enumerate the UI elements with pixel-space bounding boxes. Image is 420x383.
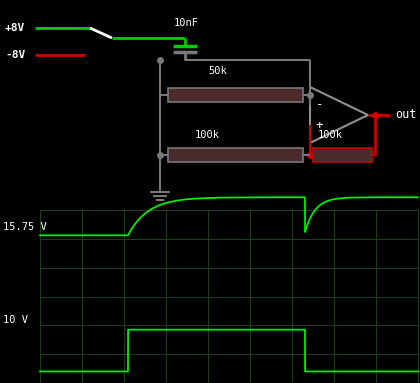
Text: 100k: 100k <box>318 130 343 140</box>
Text: 100k: 100k <box>195 130 220 140</box>
Text: +8V: +8V <box>5 23 25 33</box>
FancyBboxPatch shape <box>168 148 302 162</box>
Text: +: + <box>316 118 323 131</box>
Text: out: out <box>395 108 416 121</box>
Text: 15.75 V: 15.75 V <box>3 222 47 232</box>
Text: 10nF: 10nF <box>174 18 199 28</box>
FancyBboxPatch shape <box>168 88 302 102</box>
Text: -8V: -8V <box>5 50 25 60</box>
Text: 10 V: 10 V <box>3 314 28 324</box>
Text: 50k: 50k <box>208 66 227 76</box>
FancyBboxPatch shape <box>313 148 372 162</box>
Text: -: - <box>316 98 323 111</box>
